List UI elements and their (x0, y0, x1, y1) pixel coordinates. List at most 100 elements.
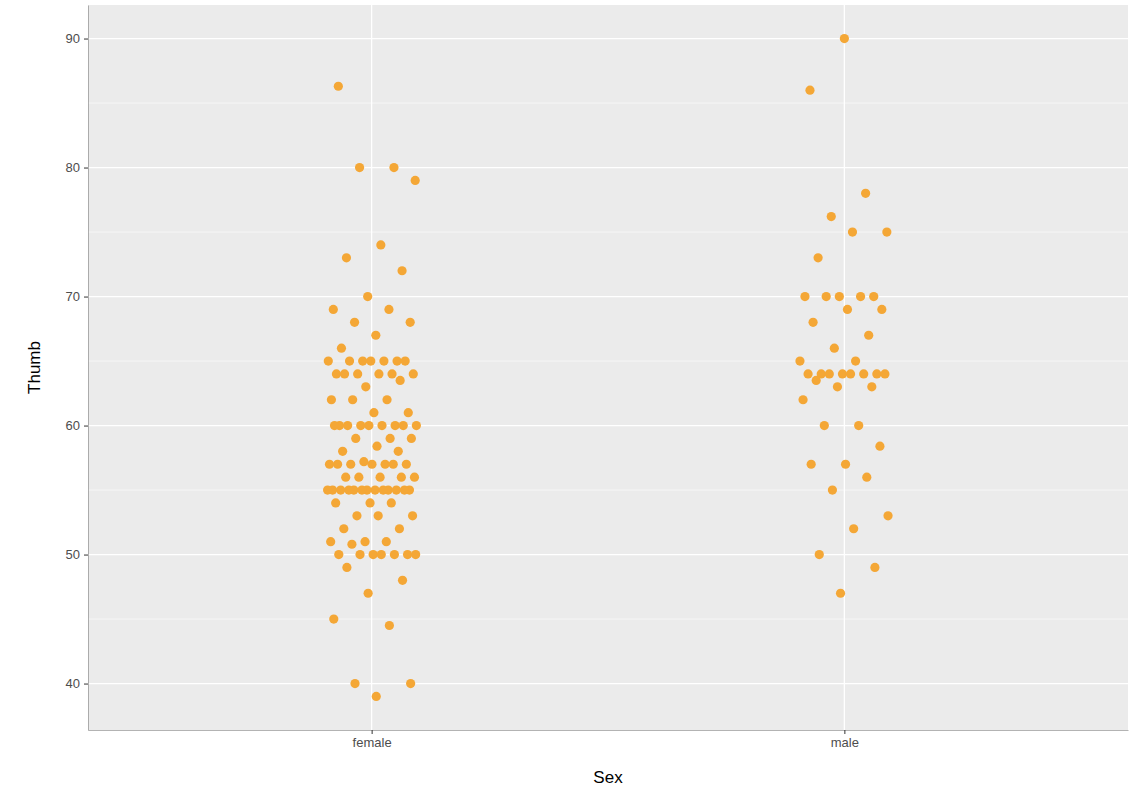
point (390, 550, 399, 559)
tick-mark (84, 426, 88, 427)
point (342, 563, 351, 572)
point (411, 176, 420, 185)
point (344, 485, 353, 494)
minor-grid-line (88, 232, 1128, 233)
point (403, 550, 412, 559)
point (394, 447, 403, 456)
point (391, 421, 400, 430)
point (880, 369, 889, 378)
tick: 50 (66, 547, 88, 562)
tick-label: 50 (66, 547, 80, 562)
tick: 90 (66, 31, 88, 46)
point (815, 550, 824, 559)
tick-label: female (353, 735, 392, 750)
point (325, 460, 334, 469)
major-grid-line (88, 554, 1128, 555)
point (353, 369, 362, 378)
point (345, 356, 354, 365)
point (401, 356, 410, 365)
tick-mark (84, 555, 88, 556)
point (795, 356, 804, 365)
point (812, 376, 821, 385)
axis-line (88, 6, 89, 731)
point (354, 473, 363, 482)
point (836, 589, 845, 598)
point (370, 485, 379, 494)
tick-label: 60 (66, 418, 80, 433)
point (372, 442, 381, 451)
point (342, 253, 351, 262)
point (331, 498, 340, 507)
point (334, 550, 343, 559)
point (869, 292, 878, 301)
point (372, 692, 381, 701)
major-grid-line (371, 5, 372, 730)
point (379, 485, 388, 494)
point (841, 460, 850, 469)
point (355, 550, 364, 559)
tick: male (831, 730, 859, 750)
points (323, 34, 893, 701)
point (339, 524, 348, 533)
point (371, 331, 380, 340)
point (864, 331, 873, 340)
point (358, 356, 367, 365)
point (366, 356, 375, 365)
point (338, 447, 347, 456)
tick: 80 (66, 160, 88, 175)
tick-label: 70 (66, 289, 80, 304)
point (333, 460, 342, 469)
point (846, 369, 855, 378)
point (352, 511, 361, 520)
point (827, 212, 836, 221)
point (360, 537, 369, 546)
point (409, 369, 418, 378)
point (377, 550, 386, 559)
point (386, 434, 395, 443)
point (805, 86, 814, 95)
tick: 70 (66, 289, 88, 304)
minor-grid-line (88, 619, 1128, 620)
minor-grid-line (88, 490, 1128, 491)
point (340, 369, 349, 378)
point (838, 369, 847, 378)
point (848, 227, 857, 236)
point (363, 292, 372, 301)
point (402, 460, 411, 469)
point (399, 421, 408, 430)
point (843, 305, 852, 314)
tick-label: 80 (66, 160, 80, 175)
tick-label: 40 (66, 676, 80, 691)
point (828, 485, 837, 494)
point (398, 576, 407, 585)
point (412, 421, 421, 430)
point (840, 34, 849, 43)
point (400, 485, 409, 494)
chart: 405060708090femalemaleSexThumb (0, 0, 1143, 800)
point (361, 382, 370, 391)
point (395, 524, 404, 533)
point (334, 82, 343, 91)
point (382, 395, 391, 404)
point (326, 537, 335, 546)
point (350, 318, 359, 327)
point (397, 266, 406, 275)
point (348, 395, 357, 404)
point (820, 421, 829, 430)
point (389, 163, 398, 172)
point (875, 442, 884, 451)
major-grid-line (88, 425, 1128, 426)
point (359, 457, 368, 466)
point (367, 460, 376, 469)
point (346, 460, 355, 469)
point (376, 240, 385, 249)
point (364, 421, 373, 430)
point (389, 460, 398, 469)
point (854, 421, 863, 430)
plot-background (88, 5, 1128, 730)
point (351, 434, 360, 443)
point (375, 473, 384, 482)
point (849, 524, 858, 533)
major-grid-line (844, 5, 845, 730)
point (870, 563, 879, 572)
